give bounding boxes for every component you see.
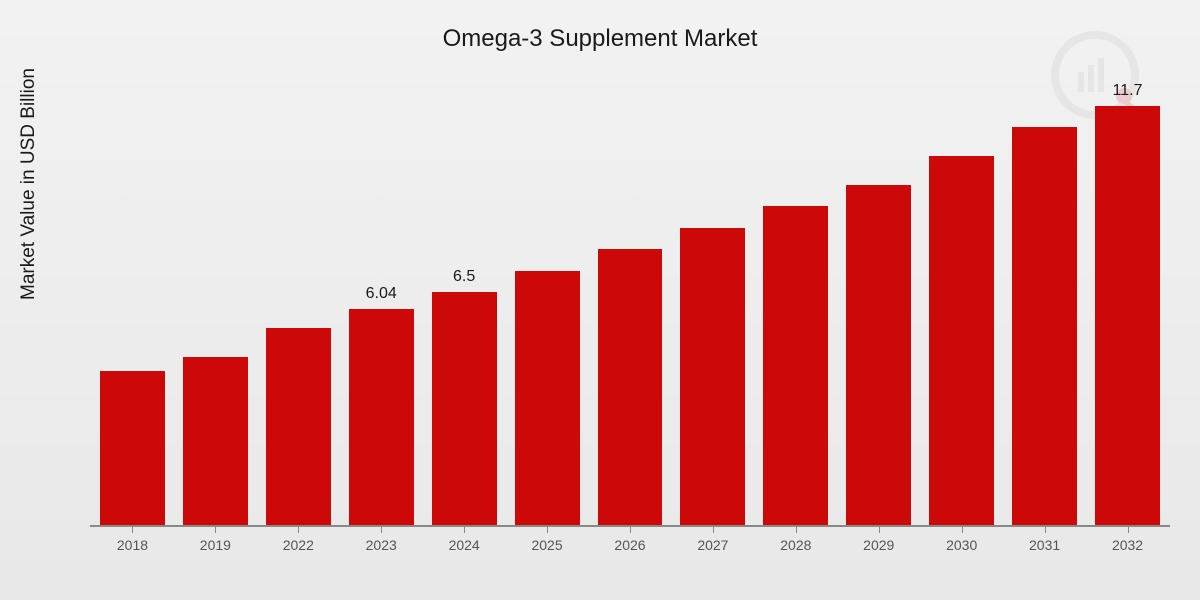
bar-rect [183,357,248,525]
x-tick-label: 2022 [266,537,331,553]
x-tick-label: 2032 [1095,537,1160,553]
x-tick-label: 2023 [349,537,414,553]
bar [266,328,331,525]
bar [763,206,828,525]
x-tick-label: 2026 [598,537,663,553]
x-tick-label: 2030 [929,537,994,553]
x-tick: 2029 [846,525,911,553]
x-tick-label: 2029 [846,537,911,553]
x-tick: 2019 [183,525,248,553]
x-tick: 2028 [763,525,828,553]
x-tick-label: 2024 [432,537,497,553]
x-tick: 2025 [515,525,580,553]
x-tick: 2027 [680,525,745,553]
bar-value-label: 6.5 [432,268,497,286]
bar-rect [266,328,331,525]
x-tick-label: 2025 [515,537,580,553]
bar [680,228,745,525]
x-tick: 2030 [929,525,994,553]
bar [1012,127,1077,525]
bar-value-label: 11.7 [1095,82,1160,100]
x-tick: 2022 [266,525,331,553]
x-tick: 2032 [1095,525,1160,553]
x-tick: 2024 [432,525,497,553]
bar: 11.7 [1095,106,1160,525]
bar-rect [349,309,414,525]
bar-rect [100,371,165,525]
bar [183,357,248,525]
x-tick: 2031 [1012,525,1077,553]
x-tick-label: 2027 [680,537,745,553]
bar-rect [515,271,580,525]
chart-title: Omega-3 Supplement Market [0,0,1200,53]
bar-rect [929,156,994,525]
bar-rect [1012,127,1077,525]
x-tick-label: 2019 [183,537,248,553]
x-axis-labels: 2018 2019 2022 2023 2024 2025 2026 2027 2028 2029… [90,525,1170,553]
chart-plot-area: 6.04 6.5 11.7 [90,95,1170,525]
bar-rect [846,185,911,525]
bar [846,185,911,525]
bar-rect [763,206,828,525]
x-tick: 2026 [598,525,663,553]
x-tick-label: 2018 [100,537,165,553]
bar-rect [598,249,663,525]
bar-value-label: 6.04 [349,285,414,303]
bar [100,371,165,525]
bar [929,156,994,525]
bar: 6.5 [432,292,497,525]
bar-rect [1095,106,1160,525]
x-tick: 2023 [349,525,414,553]
bar-rect [680,228,745,525]
x-tick-label: 2028 [763,537,828,553]
x-tick: 2018 [100,525,165,553]
bar-rect [432,292,497,525]
bar [515,271,580,525]
bars-container: 6.04 6.5 11.7 [90,95,1170,525]
bar [598,249,663,525]
bar: 6.04 [349,309,414,525]
y-axis-label: Market Value in USD Billion [18,68,40,300]
x-tick-label: 2031 [1012,537,1077,553]
